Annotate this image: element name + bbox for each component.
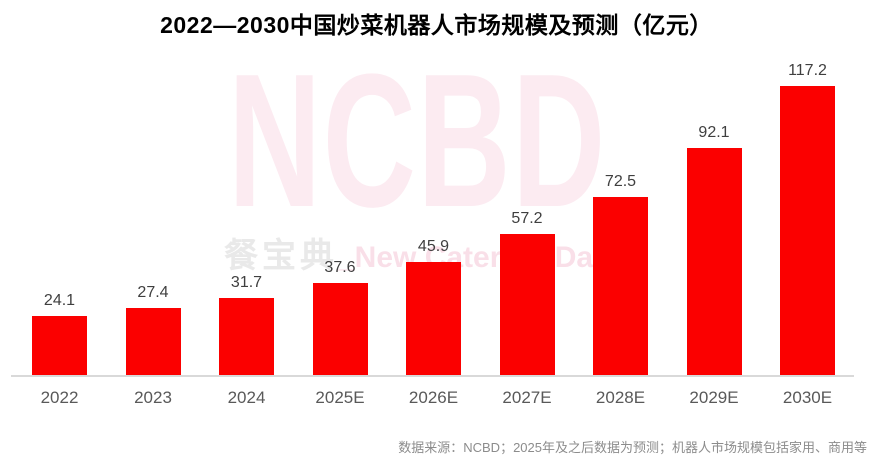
x-axis-label: 2025E (315, 388, 365, 407)
ncbd-watermark-logo: NCBD (228, 35, 607, 247)
bar-value-label: 92.1 (698, 124, 730, 141)
x-axis-label: 2024 (227, 388, 266, 407)
bar-value-label: 57.2 (511, 210, 543, 227)
x-axis-labels: 2022 2023 2024 2025E 2026E 2027E 2028E 2029E 203… (32, 388, 835, 408)
bar-column: 92.1 (686, 124, 742, 376)
x-axis-label: 2029E (689, 388, 739, 407)
chart-title: 2022—2030中国炒菜机器人市场规模及预测（亿元） (160, 12, 713, 38)
bar-column: 24.1 (32, 292, 87, 376)
bar-column: 27.4 (125, 284, 181, 376)
bar-value-label: 117.2 (788, 62, 827, 79)
bar-value-label: 37.6 (324, 259, 356, 276)
bar (593, 197, 648, 376)
x-axis-label: 2023 (134, 388, 172, 407)
bar-column: 117.2 (780, 62, 835, 376)
bar-column: 72.5 (593, 173, 648, 376)
bar-value-label: 31.7 (230, 274, 263, 291)
ncbd-watermark-subtext: 餐宝典_New Catering Data (224, 228, 620, 277)
bar (32, 316, 87, 376)
bars-container: 24.1 27.4 31.7 37.6 45.9 57.2 72.5 92.1 117.2 (32, 62, 835, 376)
x-axis-label: 2022 (40, 388, 79, 407)
x-axis-label: 2030E (782, 388, 833, 407)
bar (406, 262, 461, 376)
bar (219, 298, 274, 376)
bar-column: 37.6 (312, 259, 368, 376)
source-note: 数据来源：NCBD；2025年及之后数据为预测；机器人市场规模包括家用、商用等 (398, 440, 867, 455)
bar (686, 148, 742, 376)
bar-value-label: 45.9 (417, 238, 450, 255)
bar (780, 86, 835, 376)
bar-column: 31.7 (219, 274, 274, 376)
bar-value-label: 72.5 (604, 173, 637, 190)
bar-column: 45.9 (406, 238, 461, 376)
bar-column: 57.2 (499, 210, 555, 376)
watermark-chinese-text: 餐宝典 (224, 237, 338, 275)
x-axis-label: 2026E (408, 388, 459, 407)
bar (312, 283, 368, 376)
x-axis-label: 2028E (595, 388, 646, 407)
watermark-english-text: _New Catering Data (338, 241, 620, 274)
bar-value-label: 24.1 (43, 292, 76, 309)
bar (499, 234, 555, 376)
bar (125, 308, 181, 376)
x-axis-line (11, 375, 854, 377)
x-axis-label: 2027E (502, 388, 552, 407)
bar-value-label: 27.4 (137, 284, 169, 301)
